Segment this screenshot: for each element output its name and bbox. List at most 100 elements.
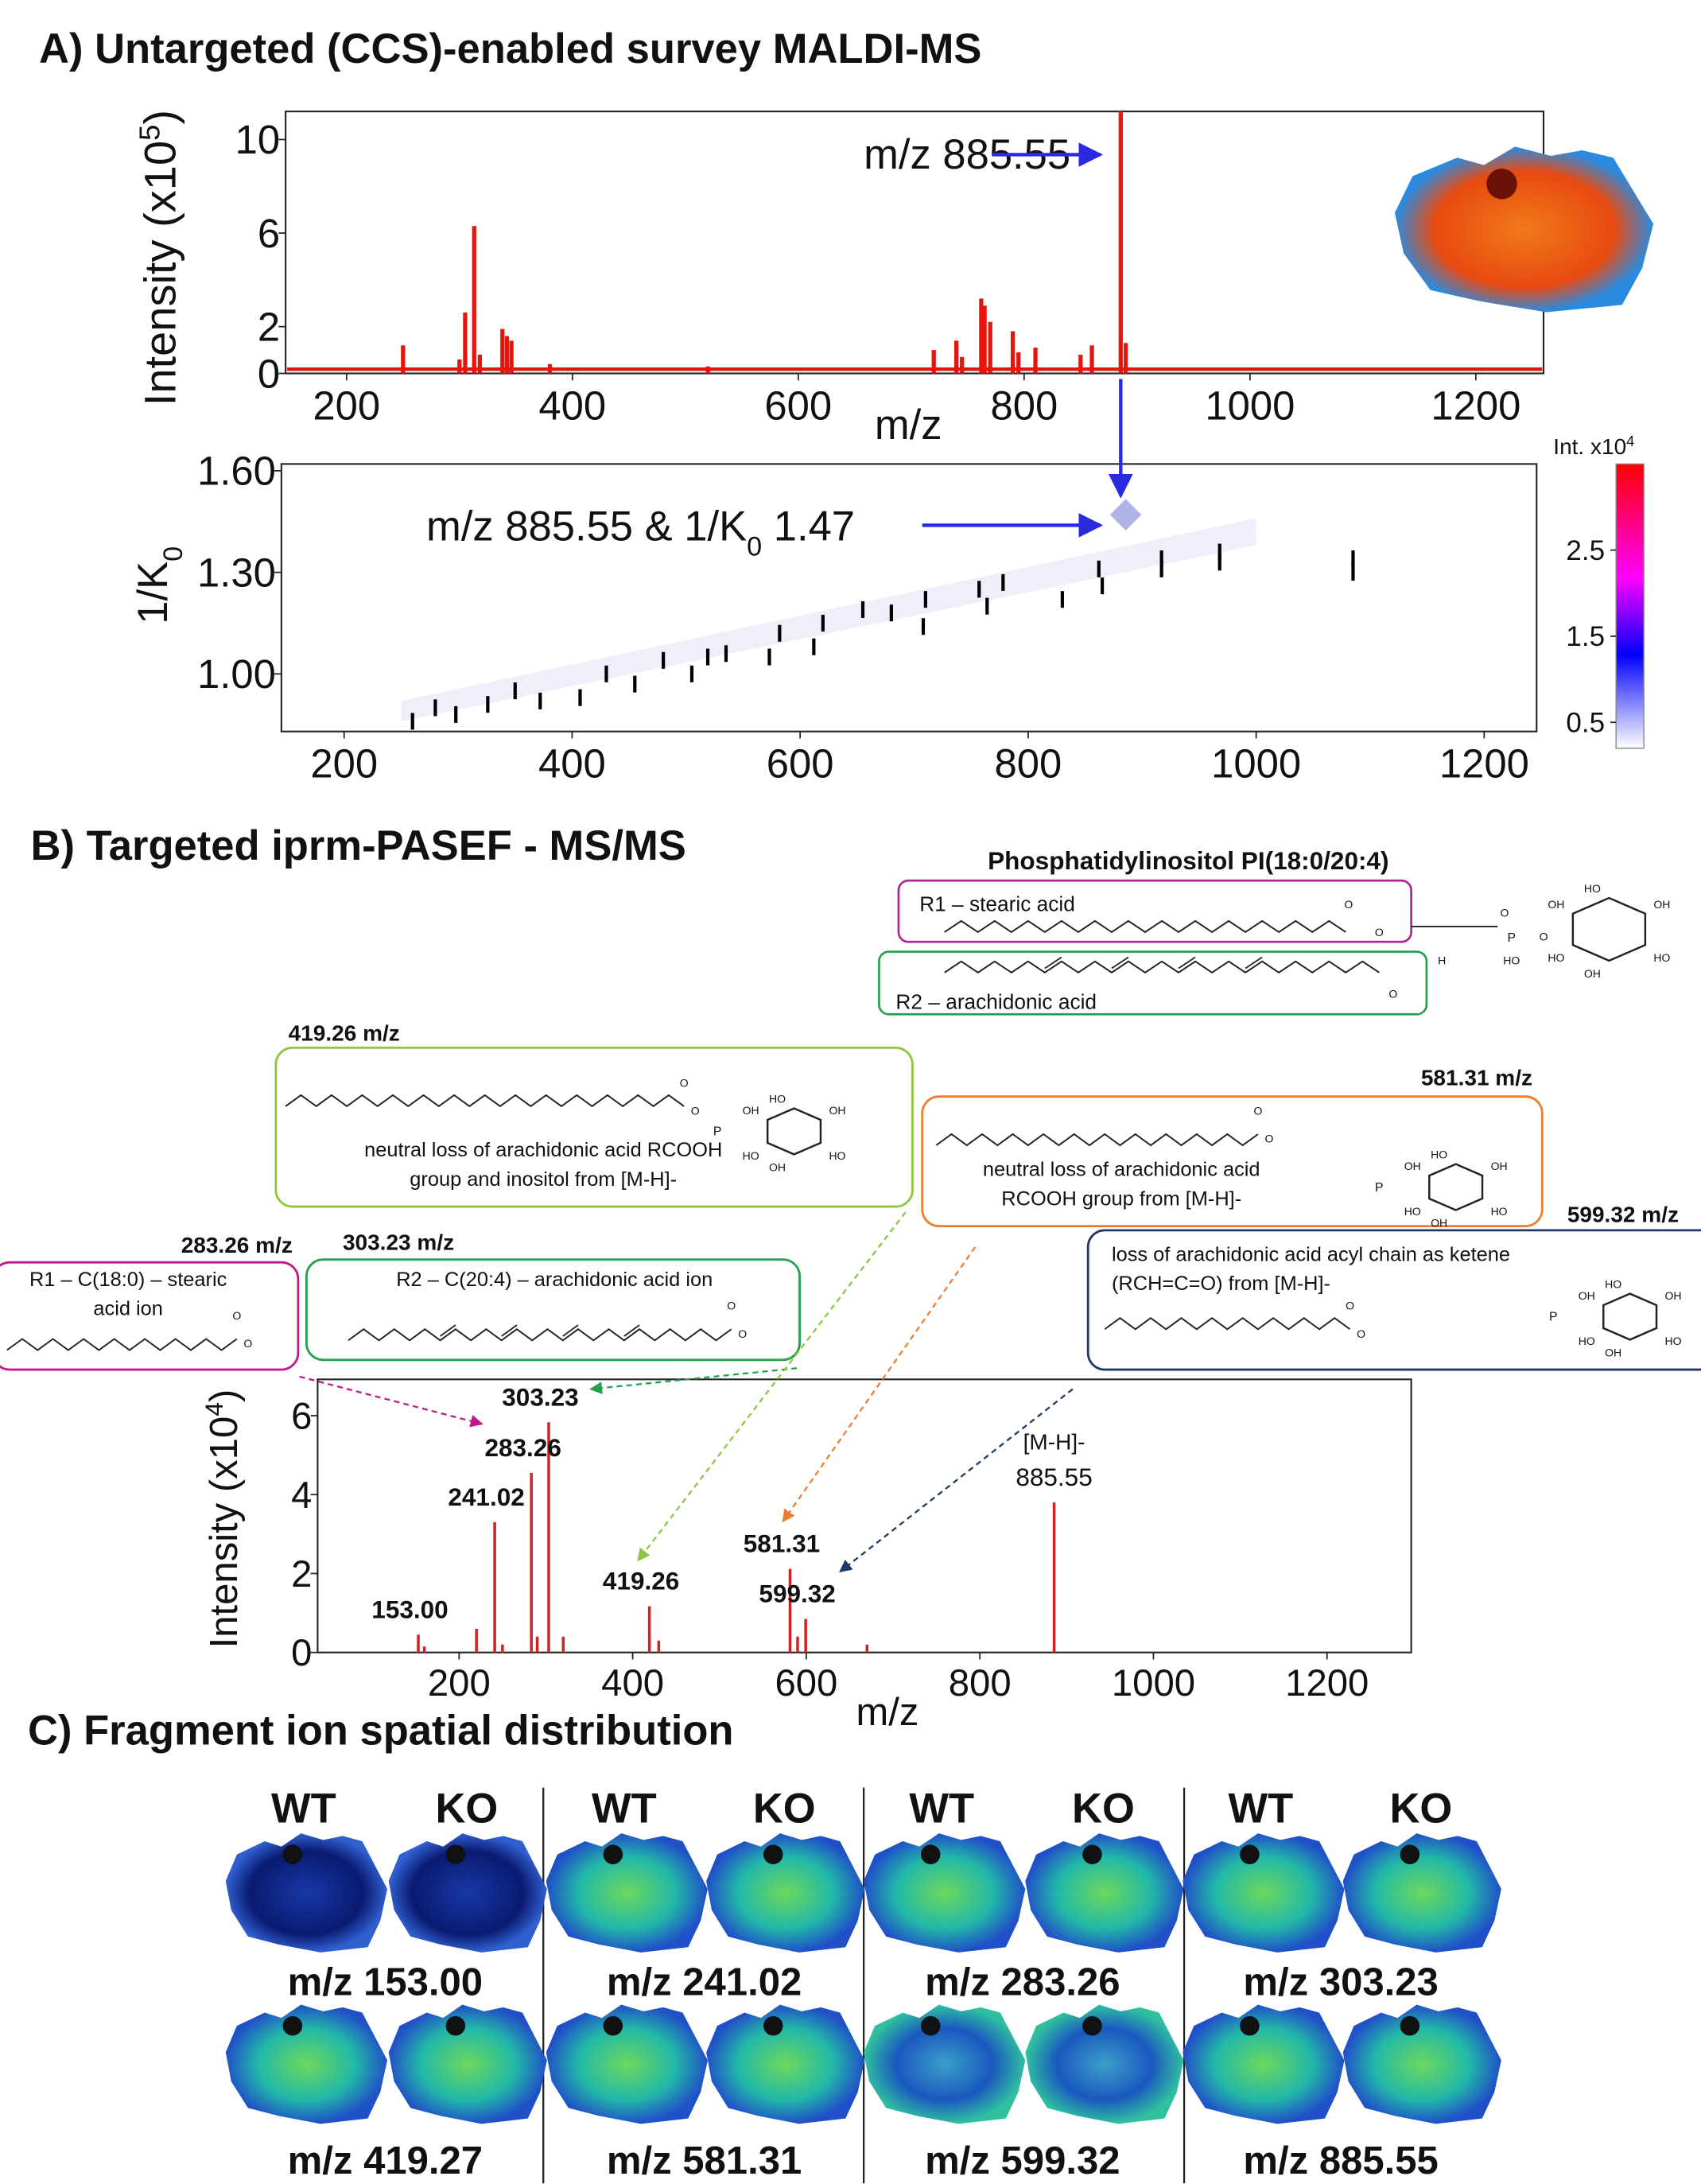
y-axis-label: Intensity (x105) <box>133 110 185 406</box>
atom-label: HO <box>1584 882 1601 895</box>
atom-label: O <box>1357 1327 1365 1340</box>
atom-label: O <box>1375 926 1384 938</box>
atom-label: HO <box>743 1149 759 1162</box>
y-tick-label: 6 <box>258 211 280 256</box>
tissue-image <box>1025 1833 1183 1953</box>
y-tick-label: 0 <box>291 1632 312 1674</box>
atom-label: P <box>713 1125 722 1139</box>
atom-label: OH <box>1665 1289 1682 1302</box>
x-tick-label: 1200 <box>1431 383 1520 428</box>
tissue-hole <box>283 1844 303 1864</box>
ion-spot <box>977 581 981 597</box>
fragment-text: neutral loss of arachidonic acid <box>983 1159 1260 1181</box>
tissue-hole <box>1400 1844 1420 1864</box>
y-tick-label: 2 <box>258 304 280 349</box>
wt-header: WT <box>592 1785 657 1832</box>
tissue-hole <box>446 1844 466 1864</box>
tissue-image <box>389 2005 547 2124</box>
tissue-hole <box>1400 2016 1420 2036</box>
x-tick-label: 1000 <box>1211 741 1301 787</box>
fragment-text: neutral loss of arachidonic acid RCOOH <box>364 1139 722 1161</box>
x-tick-label: 800 <box>949 1662 1012 1704</box>
dashed-arrow <box>783 1247 976 1521</box>
tissue-hole <box>921 1844 941 1864</box>
ion-label: m/z 241.02 <box>607 1961 802 2004</box>
panel-title: C) Fragment ion spatial distribution <box>28 1707 733 1754</box>
y-axis-label-part: Intensity (x10 <box>203 1416 246 1649</box>
colorbar-label-part: 4 <box>1626 433 1634 449</box>
ko-header: KO <box>1072 1785 1135 1832</box>
panel-title: A) Untargeted (CCS)-enabled survey MALDI… <box>39 25 981 72</box>
carbon-chain <box>936 1134 1258 1145</box>
y-tick-label: 10 <box>235 117 281 162</box>
atom-label: OH <box>1548 898 1564 911</box>
atom-label: P <box>1375 1181 1384 1195</box>
tissue-hole <box>921 2016 941 2036</box>
atom-label: HO <box>1665 1335 1682 1347</box>
x-tick-label: 200 <box>310 741 378 787</box>
ko-header: KO <box>435 1785 498 1832</box>
atom-label: O <box>1540 930 1548 942</box>
atom-label: O <box>738 1327 747 1340</box>
colorbar-label-part: Int. x10 <box>1553 434 1626 459</box>
peak-label: 283.26 <box>484 1433 561 1462</box>
ion-spot <box>454 706 457 723</box>
x-tick-label: 1200 <box>1439 741 1529 787</box>
atom-label: O <box>1264 1133 1273 1145</box>
x-tick-label: 400 <box>601 1662 664 1704</box>
atom-label: OH <box>1404 1160 1421 1172</box>
fragment-text: acid ion <box>93 1298 163 1320</box>
tissue-hole <box>446 2016 466 2036</box>
atom-label: O <box>243 1337 252 1350</box>
colorbar-tick-label: 1.5 <box>1566 621 1605 652</box>
x-tick-label: 800 <box>995 741 1062 787</box>
ion-spot <box>578 690 581 706</box>
fragment-text: (RCH=C=O) from [M-H]- <box>1112 1273 1330 1295</box>
fragment-text: R1 – C(18:0) – stearic <box>29 1269 227 1291</box>
atom-label: O <box>1388 987 1397 1000</box>
atom-label: OH <box>1431 1216 1447 1229</box>
tissue-hole <box>763 2016 783 2036</box>
atom-label: HO <box>1404 1205 1421 1218</box>
wt-header: WT <box>271 1785 336 1832</box>
fragment-mz: 581.31 m/z <box>1421 1066 1532 1090</box>
x-tick-label: 200 <box>428 1662 491 1704</box>
annotation-part: 1.47 <box>762 503 855 550</box>
ion-spot <box>1101 577 1104 594</box>
y-tick-label: 2 <box>291 1553 312 1595</box>
atom-label: HO <box>1605 1278 1621 1291</box>
y-axis-label-part: 5 <box>133 125 165 141</box>
x-axis-label: m/z <box>875 402 942 449</box>
peak-label: 581.31 <box>744 1529 820 1557</box>
y-axis-label-part: 1/K <box>130 562 177 624</box>
tissue-image <box>864 1833 1025 1953</box>
x-axis-label: m/z <box>856 1691 918 1734</box>
tissue-image <box>864 2005 1025 2124</box>
y-tick-label: 0 <box>258 351 280 396</box>
atom-label: P <box>1549 1311 1558 1324</box>
page: A) Untargeted (CCS)-enabled survey MALDI… <box>0 0 1701 2184</box>
tissue-image <box>546 1833 708 1953</box>
x-tick-label: 600 <box>764 383 832 428</box>
tissue-image <box>1183 2005 1344 2124</box>
ion-spot <box>706 649 709 666</box>
atom-label: HO <box>1579 1335 1595 1347</box>
ion-spot <box>1351 564 1354 581</box>
fragment-mz: 283.26 m/z <box>181 1233 293 1257</box>
peak-label: 599.32 <box>759 1579 835 1607</box>
carbon-chain <box>7 1339 237 1350</box>
carbon-chain <box>285 1095 684 1106</box>
ion-spot <box>514 682 517 699</box>
tissue-hole <box>283 2016 303 2036</box>
x-tick-label: 600 <box>775 1662 837 1704</box>
ion-spot <box>633 676 636 693</box>
tissue-hole <box>1082 1844 1102 1864</box>
atom-label: O <box>232 1309 241 1322</box>
y-axis-label-part: Intensity (x10 <box>135 141 185 406</box>
ion-label: m/z 303.23 <box>1243 1961 1438 2004</box>
x-tick-label: 600 <box>767 741 834 787</box>
atom-label: OH <box>829 1104 845 1117</box>
atom-label: O <box>680 1076 689 1089</box>
ion-spot <box>604 666 608 682</box>
peak-label: 153.00 <box>371 1595 448 1623</box>
